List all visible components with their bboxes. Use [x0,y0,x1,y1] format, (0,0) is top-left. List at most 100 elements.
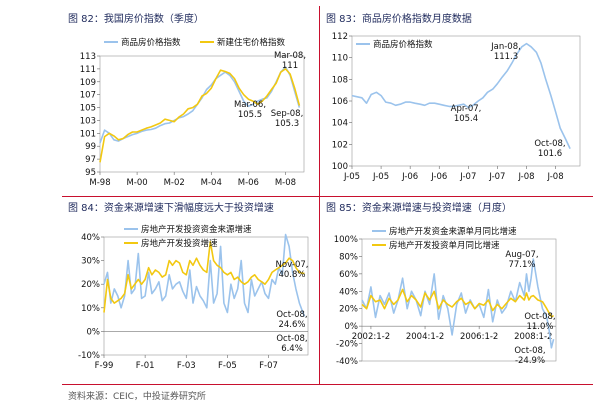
y-tick-label: 106 [332,97,348,107]
x-tick-label: J-06 [401,172,418,182]
funding-vs-investment-chart: -10% 0% 10% 20% 30% 40% F-99 F-01 F-03 F-05 F-07 房地… [78,224,309,371]
y-tick-label: 80% [339,252,358,262]
legend-label: 房地产开发投资增速 [141,238,218,249]
annotation-value: 40.8% [278,270,305,280]
x-tick-label: M-06 [238,178,259,188]
x-tick-label: J-06 [430,172,447,182]
annotation-label: Oct-08, [276,334,307,344]
y-tick-label: 101 [80,129,96,139]
y-tick-label: 95 [85,168,96,178]
x-tick-label: M-02 [164,178,185,188]
y-tick-label: 97 [85,155,96,165]
panel-4-title: 图 85：资金来源增速与投资增速（月度） [326,203,512,214]
x-tick-label: F-07 [259,361,278,371]
x-tick-label: M-08 [275,178,296,188]
y-tick-label: -40% [336,357,358,367]
y-tick-label: 40% [339,287,358,297]
annotation-label: Nov-07, [276,260,309,270]
source-note: 资料来源：CEIC，中投证券研究所 [68,392,206,402]
x-tick-label: F-99 [95,361,114,371]
annotation-label: Aug-07, [505,250,538,260]
annotation-label: Oct-08, [514,346,545,356]
y-tick-label: 110 [332,54,348,64]
y-tick-label: 109 [80,78,96,88]
x-tick-label: 2006:1-2 [460,332,498,342]
y-tick-label: 112 [332,32,348,42]
x-tick-label: F-03 [177,361,196,371]
annotation-label: Sep-08, [271,109,304,119]
y-tick-label: 103 [80,116,96,126]
annotation-value: 105.5 [238,110,262,120]
y-tick-label: 105 [80,104,96,114]
y-tick-label: 0% [87,327,101,337]
y-tick-label: 20% [81,280,100,290]
house-price-quarterly-chart: 95 97 99 101 103 105 107 109 111 113 M-98 M-00 M-02 M… [80,37,306,188]
x-tick-label: M-98 [89,178,110,188]
x-tick-label: J-08 [517,172,534,182]
y-tick-label: 100 [332,162,348,172]
monthly-price-index-chart: 100 102 104 106 108 110 112 J-05 J-05 J-06 J-06 J-0… [332,32,581,182]
plot-frame [103,236,309,356]
x-tick-label: J-05 [343,172,360,182]
series-line-1 [103,233,306,317]
annotation-value: 77.1% [508,260,535,270]
monthly-yoy-growth-chart: -40% -20% 0% 20% 40% 60% 80% 100% 2002:1-2 2004:1… [334,226,557,367]
annotation-label: Oct-08, [276,310,307,320]
annotation-value: 105.3 [275,119,299,129]
annotation-label: Mar-06, [234,100,266,110]
x-tick-label: J-07 [459,172,476,182]
vertical-divider [319,6,320,384]
panel-2-title: 图 83：商品房价格指数月度数据 [326,14,472,25]
x-tick-label: J-07 [488,172,505,182]
series-line-1 [361,258,555,349]
annotation-value: 11.0% [526,322,553,332]
x-tick-label: 2004:1-2 [406,332,444,342]
legend-label: 房地产开发投资单月同比增速 [389,240,500,251]
panel-1-title: 图 82：我国房价指数（季度） [68,14,204,25]
x-tick-label: M-04 [201,178,222,188]
panel-3-title: 图 84：资金来源增速下滑幅度远大于投资增速 [68,203,274,214]
y-tick-label: 104 [332,119,348,129]
y-tick-label: 0% [345,322,359,332]
annotation-label: Mar-08, [274,51,306,61]
horizontal-divider-top [62,196,593,197]
legend-label: 商品房价格指数 [121,37,181,48]
annotation-value: -24.9% [515,356,545,366]
y-tick-label: 20% [339,305,358,315]
x-tick-label: J-05 [372,172,389,182]
y-tick-label: 100% [334,235,358,245]
x-tick-label: 2008:1-2 [514,332,552,342]
x-tick-label: J-08 [547,172,564,182]
y-tick-label: 10% [81,304,100,314]
series-line-2 [361,288,554,318]
series-line-1 [351,42,571,150]
legend-label: 新建住宅价格指数 [217,37,286,48]
x-tick-label: F-01 [136,361,155,371]
legend-label: 商品房价格指数 [373,39,433,50]
legend-label: 房地产开发投资资金来源增速 [141,224,252,235]
x-tick-label: F-05 [218,361,237,371]
series-line-2 [103,240,305,313]
annotation-value: 111 [282,61,298,71]
annotation-label: Apr-07, [451,104,482,114]
y-tick-label: 40% [81,233,100,243]
horizontal-divider-bottom [62,384,593,385]
y-tick-label: 30% [81,257,100,267]
annotation-label: Jan-08, [490,42,521,52]
y-tick-label: 99 [85,142,96,152]
y-tick-label: 113 [80,52,96,62]
x-tick-label: 2002:1-2 [352,332,390,342]
series-line-2 [99,68,301,163]
y-tick-label: 111 [80,65,96,75]
annotation-value: 101.6 [538,149,562,159]
plot-frame [99,55,305,173]
y-tick-label: 102 [332,140,348,150]
annotation-label: Oct-08, [534,139,565,149]
annotation-value: 24.6% [278,320,305,330]
annotation-value: 105.4 [454,114,478,124]
y-tick-label: -20% [336,340,358,350]
annotation-label: Oct-08, [524,312,555,322]
annotation-value: 6.4% [281,344,303,354]
y-tick-label: 107 [80,91,96,101]
y-tick-label: 60% [339,270,358,280]
